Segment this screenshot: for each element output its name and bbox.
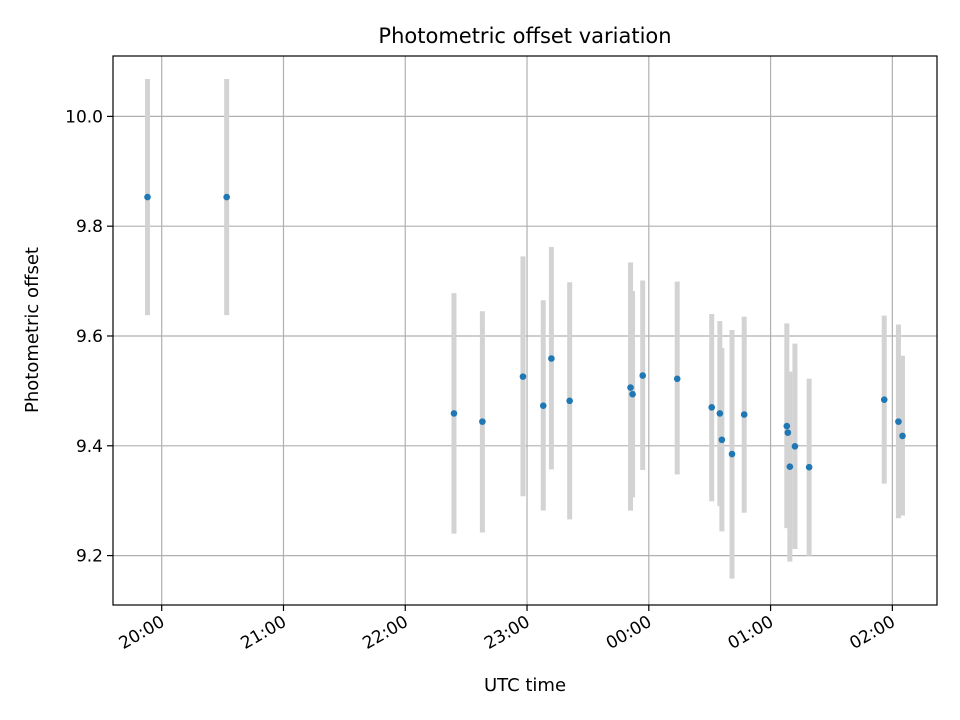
data-point <box>223 193 230 201</box>
chart-title: Photometric offset variation <box>378 24 671 48</box>
y-tick-label: 9.4 <box>76 437 103 457</box>
y-tick-label: 9.2 <box>76 547 103 567</box>
plot-frame <box>112 55 938 606</box>
data-point <box>740 411 748 418</box>
data-point <box>728 450 736 458</box>
data-point <box>629 390 636 398</box>
data-point <box>791 443 799 450</box>
x-axis-label: UTC time <box>484 675 566 696</box>
data-point <box>718 436 726 444</box>
data-point <box>539 402 547 410</box>
data-point <box>783 422 791 430</box>
data-point <box>716 410 724 417</box>
data-point <box>895 418 902 425</box>
data-point <box>566 397 573 405</box>
y-tick-label: 9.8 <box>76 217 103 237</box>
data-point <box>786 463 794 470</box>
data-point <box>899 432 906 440</box>
data-point <box>144 193 151 201</box>
data-points <box>144 193 906 471</box>
y-axis-ticks: 9.2 9.4 9.6 9.8 10.0 <box>65 107 113 567</box>
y-tick-label: 9.6 <box>76 327 103 347</box>
data-point <box>673 375 681 383</box>
data-point <box>450 410 458 417</box>
y-tick-label: 10.0 <box>65 107 103 127</box>
data-point <box>548 355 555 362</box>
data-point <box>519 373 527 380</box>
data-point <box>880 396 888 403</box>
data-point <box>627 384 634 391</box>
data-point <box>784 429 792 436</box>
y-axis-label: Photometric offset <box>22 247 43 413</box>
data-point <box>479 418 486 425</box>
data-point <box>708 404 716 411</box>
data-point <box>805 463 813 471</box>
data-point <box>639 372 647 379</box>
